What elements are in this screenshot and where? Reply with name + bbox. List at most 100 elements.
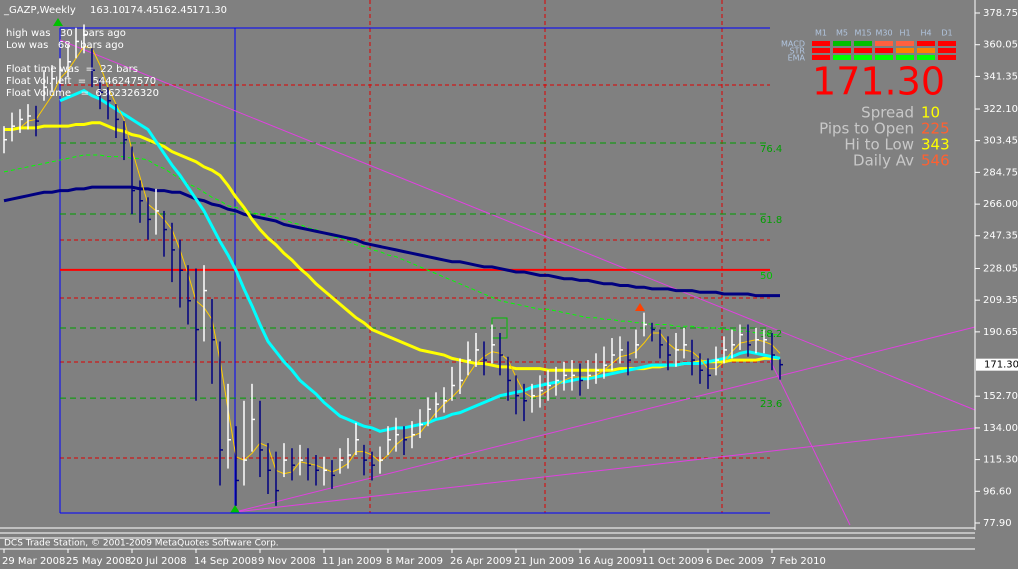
price-box [976, 358, 1018, 371]
moving-average [3, 185, 780, 298]
y-tick-label: 378.75 [983, 8, 1018, 19]
info-line: high was 30 bars ago [6, 28, 126, 39]
x-tick-label: 20 Jul 2008 [130, 556, 187, 567]
trend-line [769, 359, 851, 526]
signal-cell [875, 55, 893, 60]
stat-value: 10 [921, 104, 940, 122]
indicator-label: MACD [781, 40, 805, 49]
moving-average [3, 154, 780, 336]
fibo-label: 50 [760, 271, 773, 282]
indicator-label: STR [789, 47, 805, 56]
signal-cell [917, 48, 935, 53]
signal-cell [938, 48, 956, 53]
signal-cell [812, 48, 830, 53]
stat-label: Pips to Open [819, 120, 914, 138]
plot: 76.4 61.8 50 38.2 23.6 [3, 24, 783, 514]
info-line: Float time was = 22 bars [6, 64, 138, 75]
signal-cell [938, 41, 956, 46]
stat-label: Hi to Low [844, 136, 914, 154]
signal-cell [854, 41, 872, 46]
signal-cell [896, 41, 914, 46]
x-tick-label: 7 Feb 2010 [770, 556, 826, 567]
header-high: 174.45 [124, 5, 159, 16]
trend-line [234, 326, 976, 513]
x-tick-label: 6 Dec 2009 [706, 556, 764, 567]
y-tick-label: 134.00 [983, 423, 1018, 434]
fibo-label: 76.4 [760, 144, 782, 155]
signal-cell [875, 41, 893, 46]
symbol: _GAZP,Weekly [3, 5, 76, 16]
y-tick-label: 303.45 [983, 136, 1018, 147]
fibo-label: 61.8 [760, 215, 782, 226]
y-tick-label: 209.35 [983, 295, 1018, 306]
info-line: Float Vol. left = 5446247570 [6, 76, 156, 87]
timeframe-label: D1 [941, 29, 952, 38]
signal-cell [812, 55, 830, 60]
stat-value: 343 [921, 136, 950, 154]
y-tick-label: 322.10 [983, 104, 1018, 115]
header-low: 162.45 [158, 5, 193, 16]
x-tick-label: 11 Jan 2009 [322, 556, 382, 567]
indicator-label: EMA [788, 54, 806, 63]
header-close: 171.30 [192, 5, 227, 16]
trend-line [234, 427, 976, 513]
y-tick-label: 247.35 [983, 231, 1018, 242]
signal-cell [875, 48, 893, 53]
stat-value: 546 [921, 152, 950, 170]
x-tick-label: 16 Aug 2009 [578, 556, 642, 567]
y-tick-label: 266.00 [983, 199, 1018, 210]
signal-cell [917, 41, 935, 46]
info-line: Low was 68 bars ago [6, 40, 124, 51]
signal-cell [854, 48, 872, 53]
y-tick-label: 115.30 [983, 455, 1018, 466]
x-tick-label: 9 Nov 2008 [258, 556, 316, 567]
signal-cell [812, 41, 830, 46]
dashboard-price: 171.30 [812, 60, 945, 104]
fibo-label: 38.2 [760, 329, 782, 340]
signal-cell [833, 55, 851, 60]
signal-cell [938, 55, 956, 60]
x-tick-label: 25 May 2008 [66, 556, 131, 567]
x-tick-label: 26 Apr 2009 [450, 556, 512, 567]
x-tick-label: 11 Oct 2009 [642, 556, 704, 567]
y-tick-label: 228.05 [983, 263, 1018, 274]
y-tick-label: 152.70 [983, 391, 1018, 402]
trend-line [59, 39, 976, 411]
signal-cell [896, 48, 914, 53]
y-tick-label: 341.35 [983, 71, 1018, 82]
info-line: Float Volume = 6362326320 [6, 88, 159, 99]
price-box-label: 171.30 [984, 360, 1018, 371]
arrow-marker [53, 18, 63, 26]
signal-cell [896, 55, 914, 60]
signal-cell [854, 55, 872, 60]
moving-average [4, 121, 780, 372]
y-tick-label: 284.75 [983, 167, 1018, 178]
signal-cell [833, 41, 851, 46]
timeframe-label: M15 [854, 29, 871, 38]
timeframe-label: M30 [875, 29, 892, 38]
x-tick-label: 21 Jun 2009 [514, 556, 574, 567]
x-tick-label: 29 Mar 2008 [2, 556, 65, 567]
signal-cell [917, 55, 935, 60]
header-open: 163.10 [90, 5, 125, 16]
signal-cell [833, 48, 851, 53]
fibo-label: 23.6 [760, 399, 782, 410]
arrow-marker [635, 303, 645, 311]
decorations [53, 0, 976, 526]
stat-value: 225 [921, 120, 950, 138]
stat-label: Daily Av [853, 152, 914, 170]
timeframe-label: M1 [815, 29, 827, 38]
timeframe-label: H1 [899, 29, 910, 38]
stat-label: Spread [861, 104, 914, 122]
arrow-marker [230, 505, 240, 513]
timeframe-label: H4 [920, 29, 931, 38]
x-tick-label: 14 Sep 2008 [194, 556, 257, 567]
y-tick-label: 96.60 [983, 486, 1012, 497]
moving-average [19, 45, 781, 475]
x-tick-label: 8 Mar 2009 [386, 556, 443, 567]
y-tick-label: 360.05 [983, 40, 1018, 51]
